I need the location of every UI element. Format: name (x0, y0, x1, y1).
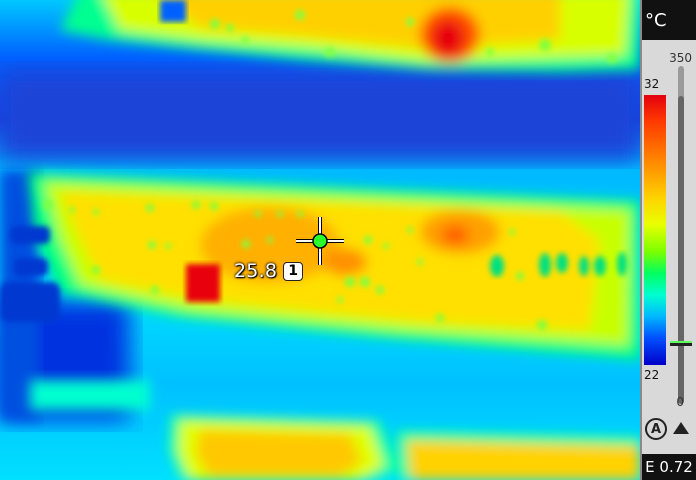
color-palette-bar (644, 95, 666, 365)
unit-label[interactable]: °C (642, 0, 696, 40)
up-arrow-icon[interactable] (673, 422, 689, 434)
thermal-image (0, 0, 640, 480)
auto-mode-icon[interactable]: A (645, 418, 667, 440)
range-slider-fill (678, 96, 684, 404)
span-min-label: 22 (644, 368, 660, 382)
range-max-label: 350 (669, 51, 692, 65)
range-min-label: 0 (676, 395, 684, 409)
thermal-image-view[interactable]: 25.8 1 (0, 0, 640, 480)
emissivity-readout[interactable]: E 0.72 (642, 454, 696, 480)
span-max-label: 32 (644, 77, 660, 91)
crosshair-icon[interactable] (296, 217, 344, 265)
spot-measurement: 25.8 1 (234, 258, 304, 284)
range-slider-track[interactable] (678, 66, 684, 404)
range-slider-handle[interactable] (670, 341, 692, 346)
spot-temperature-value: 25.8 (234, 260, 278, 282)
spot-index-badge[interactable]: 1 (283, 261, 304, 281)
temperature-scale-panel: °C 350 32 22 0 A E 0.72 (640, 0, 696, 480)
